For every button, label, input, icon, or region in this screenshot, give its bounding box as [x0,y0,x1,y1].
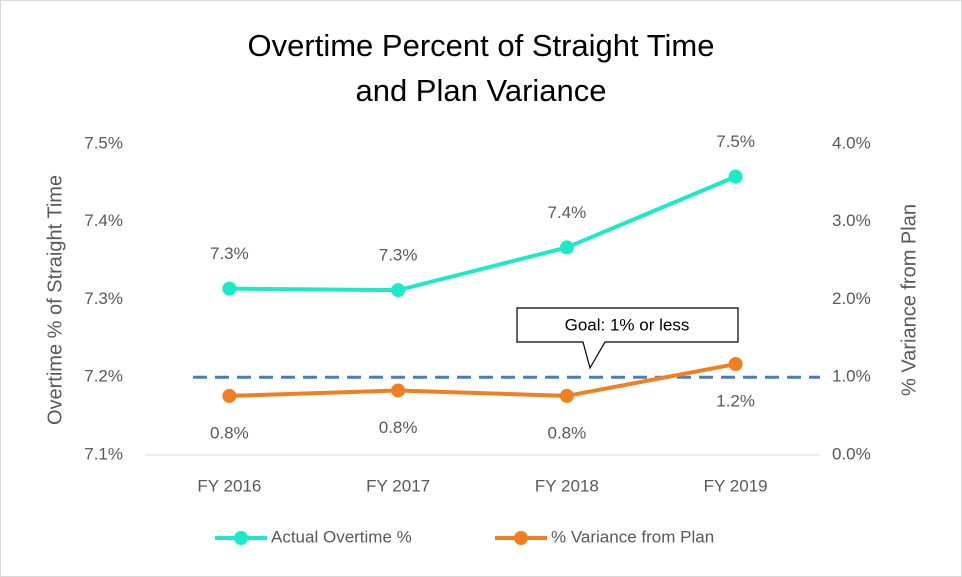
y2-tick-label: 1.0% [832,367,871,386]
x-tick-label: FY 2019 [704,476,768,495]
data-point [559,240,574,255]
legend-label: Actual Overtime % [271,527,412,546]
data-label: 7.3% [379,246,418,265]
x-tick-label: FY 2018 [535,476,599,495]
data-label: 0.8% [210,423,249,442]
x-tick-label: FY 2017 [366,476,430,495]
y2-tick-label: 2.0% [832,289,871,308]
legend-label: % Variance from Plan [551,527,714,546]
callout-box [516,307,739,370]
y-tick-label: 7.1% [84,444,123,463]
data-label: 1.2% [716,392,755,411]
series-line [229,362,736,398]
chart-title: Overtime Percent of Straight Time [248,28,715,63]
legend-marker [234,531,248,545]
data-point [391,383,406,398]
data-label: 0.8% [548,423,587,442]
series-line [229,174,737,293]
y2-tick-label: 0.0% [832,444,871,463]
y-tick-label: 7.4% [84,211,123,230]
data-label: 0.8% [379,418,418,437]
y-tick-label: 7.2% [84,367,123,386]
data-point [728,357,743,372]
chart-title: and Plan Variance [355,73,606,108]
data-label: 7.4% [548,203,587,222]
callout-text: Goal: 1% or less [565,315,690,334]
data-point [559,388,574,403]
data-point [391,283,406,298]
y2-axis-label: % Variance from Plan [898,204,920,396]
y-tick-label: 7.5% [84,133,123,152]
legend-marker [514,531,528,545]
data-point [728,169,743,184]
plot-area: 7.1% 7.2% 7.3% 7.4% 7.5% 0.0% 1.0% 2.0% 3.0% 4.0%… [84,132,871,546]
y-tick-label: 7.3% [84,289,123,308]
data-label: 7.5% [716,132,755,151]
y2-tick-label: 4.0% [832,133,871,152]
y-axis-label: Overtime % of Straight Time [44,175,66,425]
data-point [222,281,237,296]
x-tick-label: FY 2016 [197,476,261,495]
y2-tick-label: 3.0% [832,211,871,230]
data-label: 7.3% [210,244,249,263]
data-point [222,388,237,403]
